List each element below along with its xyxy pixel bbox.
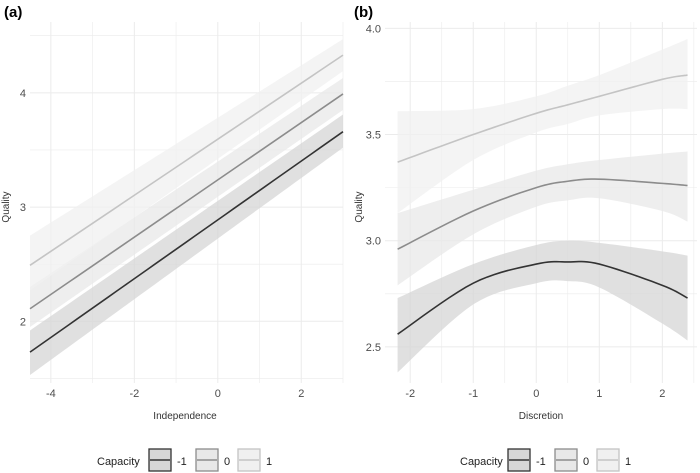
confidence-band-capacity-1 xyxy=(30,39,343,291)
y-tick-label: 3.5 xyxy=(366,130,381,142)
x-tick-label: -2 xyxy=(129,388,139,400)
legend-title-b: Capacity xyxy=(460,456,503,468)
y-axis-label-b: Quality xyxy=(354,191,365,222)
y-tick-label: 2.5 xyxy=(366,342,381,354)
line-capacity-0 xyxy=(29,93,344,310)
y-axis-label-a: Quality xyxy=(1,191,12,222)
x-tick-label: 0 xyxy=(215,388,221,400)
x-tick-label: 2 xyxy=(298,388,304,400)
x-axis-label-b: Discretion xyxy=(519,411,563,422)
x-tick-label: 2 xyxy=(659,388,665,400)
legend-entry-label: -1 xyxy=(536,456,546,468)
x-tick-label: -2 xyxy=(405,388,415,400)
legend-title-a: Capacity xyxy=(97,456,140,468)
confidence-band-capacity-0 xyxy=(30,77,343,328)
line-capacity-0 xyxy=(397,178,688,250)
y-tick-label: 3.0 xyxy=(366,236,381,248)
y-tick-label: 4.0 xyxy=(366,23,381,35)
line-capacity--1 xyxy=(397,260,688,335)
legend-entry-label: 0 xyxy=(583,456,589,468)
x-tick-label: 0 xyxy=(533,388,539,400)
y-tick-label: 3 xyxy=(20,202,26,214)
legend-entry-label: 1 xyxy=(266,456,272,468)
confidence-band-capacity-1 xyxy=(397,38,688,214)
x-tick-label: -1 xyxy=(468,388,478,400)
x-axis-label-a: Independence xyxy=(153,411,217,422)
panel-a-label: (a) xyxy=(4,4,22,21)
confidence-band-capacity--1 xyxy=(397,240,688,373)
confidence-band-capacity-0 xyxy=(397,151,688,286)
y-tick-label: 2 xyxy=(20,316,26,328)
panel-a: -4 -2 0 2 2 3 4 -1 0 1 xyxy=(20,22,344,472)
panel-b-label: (b) xyxy=(354,4,373,21)
y-tick-label: 4 xyxy=(20,88,26,100)
line-capacity--1 xyxy=(29,131,344,353)
legend-entry-label: 0 xyxy=(224,456,230,468)
x-tick-label: 1 xyxy=(596,388,602,400)
line-capacity-1 xyxy=(29,54,344,266)
legend-entry-label: 1 xyxy=(625,456,631,468)
line-capacity-1 xyxy=(397,74,688,163)
panel-b: -2 -1 0 1 2 2.5 3.0 3.5 4.0 -1 0 1 xyxy=(366,22,697,472)
legend-entry-label: -1 xyxy=(177,456,187,468)
x-tick-label: -4 xyxy=(46,388,56,400)
confidence-band-capacity--1 xyxy=(30,114,343,376)
